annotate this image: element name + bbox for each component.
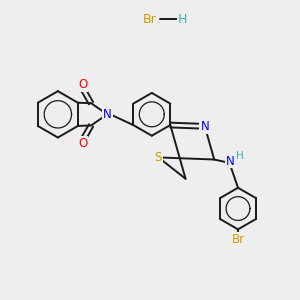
Text: S: S bbox=[155, 151, 162, 164]
Text: O: O bbox=[78, 137, 88, 150]
Text: N: N bbox=[103, 108, 112, 121]
Text: Br: Br bbox=[231, 233, 244, 246]
Text: N: N bbox=[226, 154, 235, 167]
Text: Br: Br bbox=[143, 13, 157, 26]
Text: H: H bbox=[236, 151, 244, 161]
Text: N: N bbox=[200, 120, 209, 133]
Text: H: H bbox=[178, 13, 188, 26]
Text: O: O bbox=[78, 78, 88, 92]
